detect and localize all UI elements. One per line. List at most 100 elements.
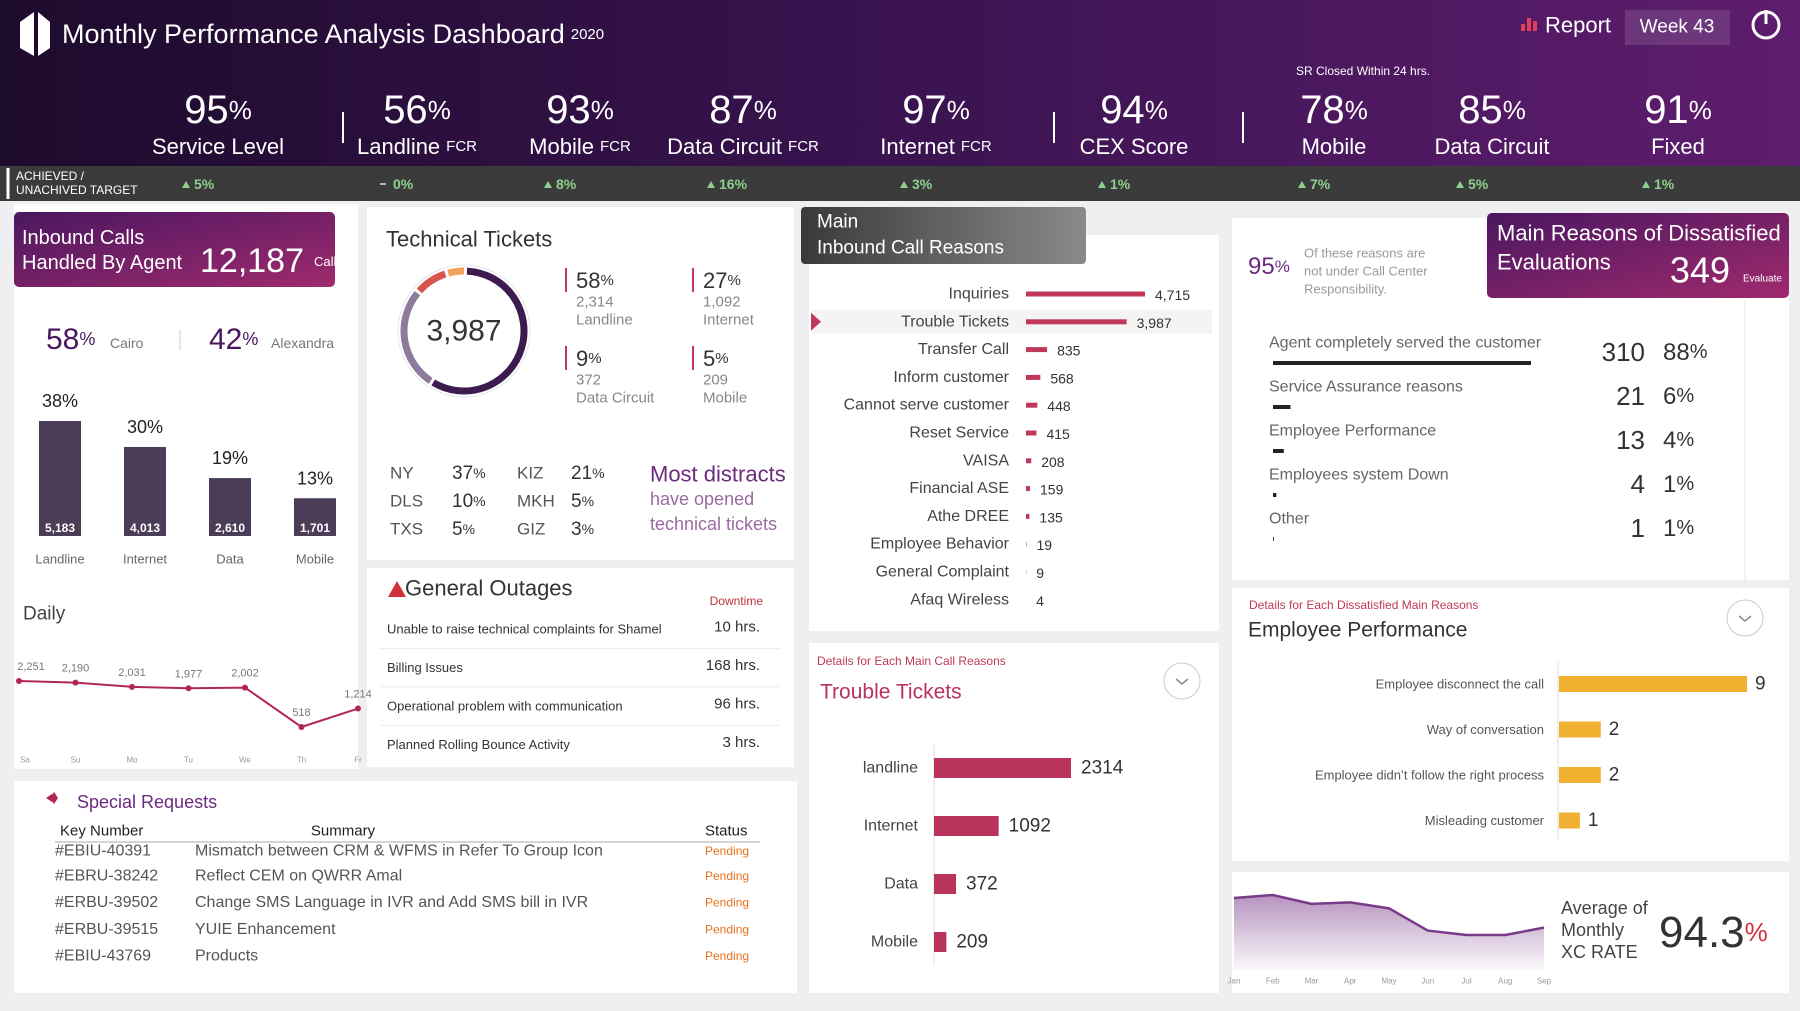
city-name: KIZ	[517, 464, 543, 483]
city-name: DLS	[390, 492, 423, 511]
reason-share: 1%	[1663, 515, 1694, 542]
xc-average-part: %	[1745, 917, 1768, 947]
tickets-note: have opened	[650, 489, 754, 509]
kpi-label-part: Fixed	[1651, 134, 1705, 159]
kpi-label-part: FCR	[788, 138, 819, 155]
ticket-name: Data Circuit	[576, 390, 655, 407]
city-share: 10%	[452, 491, 486, 512]
bar-value: 4	[1036, 593, 1044, 609]
bar-value: 9	[1036, 565, 1044, 581]
reason-count: 4	[1631, 469, 1645, 499]
kpi-value-part: 85	[1458, 88, 1503, 132]
bar-share: 13%	[297, 468, 333, 488]
kpi-change: 16%	[719, 176, 748, 192]
request-summary: Reflect CEM on QWRR Amal	[195, 868, 402, 885]
reason-share-part: %	[1676, 517, 1694, 539]
x-tick-label: Mar	[1305, 977, 1319, 986]
dashboard-title-part: 2020	[571, 26, 604, 43]
daily-value: 1,214	[344, 689, 372, 701]
kpi-value-part: 93	[546, 88, 591, 132]
ticket-share-part: %	[727, 272, 740, 289]
daily-point	[298, 724, 305, 730]
city-share-part: 5	[571, 491, 582, 512]
xc-average-part: 94.3	[1659, 908, 1745, 957]
daily-value: 518	[292, 707, 310, 719]
tickets-note: Most distracts	[650, 462, 786, 487]
daily-point	[72, 679, 79, 686]
kpi-label: Mobile FCR	[529, 134, 631, 159]
kpi-change: 8%	[556, 176, 577, 192]
note-text: Of these reasons are	[1304, 246, 1425, 261]
kpi-value-part: %	[1345, 95, 1368, 125]
column-header: Status	[705, 823, 748, 840]
request-status: Pending	[705, 949, 749, 963]
kpi-label-part: Service Level	[152, 134, 284, 159]
outage-downtime: 96 hrs.	[714, 696, 760, 713]
kpi-value-part: 87	[709, 88, 754, 132]
inbound-title: Inbound Calls	[22, 227, 144, 249]
city-share-part: 21	[571, 463, 592, 484]
reasons-header	[801, 207, 1086, 264]
ticket-count: 209	[703, 372, 728, 389]
city-share-part: %	[473, 493, 485, 509]
expand-button[interactable]	[1726, 599, 1764, 637]
bar-value: 415	[1046, 426, 1070, 442]
city-share-part: 5	[452, 519, 463, 540]
reason-share-part: %	[1676, 473, 1694, 495]
bar	[1026, 513, 1030, 519]
kpi-value-part: 56	[383, 88, 428, 132]
kpi-label-part: Mobile	[1302, 134, 1367, 159]
bar-share: 19%	[212, 448, 248, 468]
week-box[interactable]	[1625, 10, 1730, 45]
split-value: 42%	[209, 323, 258, 356]
kpi-value-part: 78	[1300, 88, 1345, 132]
split-value-part: 58	[46, 323, 79, 356]
y-tick-label: Internet	[864, 818, 919, 835]
xc-line	[1233, 893, 1545, 937]
expand-button[interactable]	[1163, 662, 1201, 700]
dissatisfied-title: Evaluations	[1497, 250, 1611, 275]
bar	[1026, 291, 1145, 297]
daily-point	[185, 685, 192, 692]
reason-name: Employees system Down	[1269, 467, 1449, 484]
logo	[20, 12, 50, 56]
ring-segment	[400, 290, 433, 384]
kpi-value-part: %	[1689, 95, 1712, 125]
x-tick-label: We	[239, 756, 251, 765]
daily-point	[16, 678, 22, 684]
caption: Details for Each Main Call Reasons	[817, 654, 1006, 668]
dashboard-title-part: Monthly Performance Analysis Dashboard	[62, 19, 565, 49]
x-tick-label: Jan	[1228, 977, 1241, 986]
daily-point	[129, 683, 135, 690]
bar-value: 2	[1609, 719, 1620, 740]
bar-value: 135	[1039, 509, 1063, 525]
city-share-part: %	[582, 521, 594, 537]
bar-value: 159	[1040, 482, 1064, 498]
trend-up	[1298, 181, 1306, 188]
daily-value: 2,190	[62, 663, 90, 675]
trend-up	[707, 181, 715, 188]
city-share-part: %	[592, 465, 604, 481]
kpi-value-part: %	[229, 95, 252, 125]
report-link[interactable]: Report	[1545, 13, 1611, 38]
split-name: Cairo	[110, 335, 144, 351]
bar	[1026, 430, 1037, 436]
x-tick-label: Landline	[35, 552, 84, 567]
x-tick-label: Tu	[184, 756, 193, 765]
bar	[1559, 767, 1601, 783]
reason-name: Agent completely served the customer	[1269, 335, 1542, 352]
bar	[1026, 486, 1031, 492]
split-value-part: %	[242, 329, 258, 349]
ticket-share-part: 9	[576, 346, 588, 371]
reason-name: Afaq Wireless	[910, 591, 1009, 608]
kpi-label: Service Level	[152, 134, 284, 159]
bar	[1026, 458, 1032, 464]
reason-name: Athe DREE	[927, 508, 1009, 525]
reason-count: 21	[1616, 381, 1645, 411]
x-tick-label: Su	[71, 756, 81, 765]
kpi-value: 91%	[1644, 88, 1712, 132]
daily-title: Daily	[23, 604, 66, 625]
ring-track	[397, 264, 531, 398]
y-tick-label: Employee didn’t follow the right process	[1315, 768, 1545, 783]
ticket-name: Internet	[703, 312, 755, 329]
